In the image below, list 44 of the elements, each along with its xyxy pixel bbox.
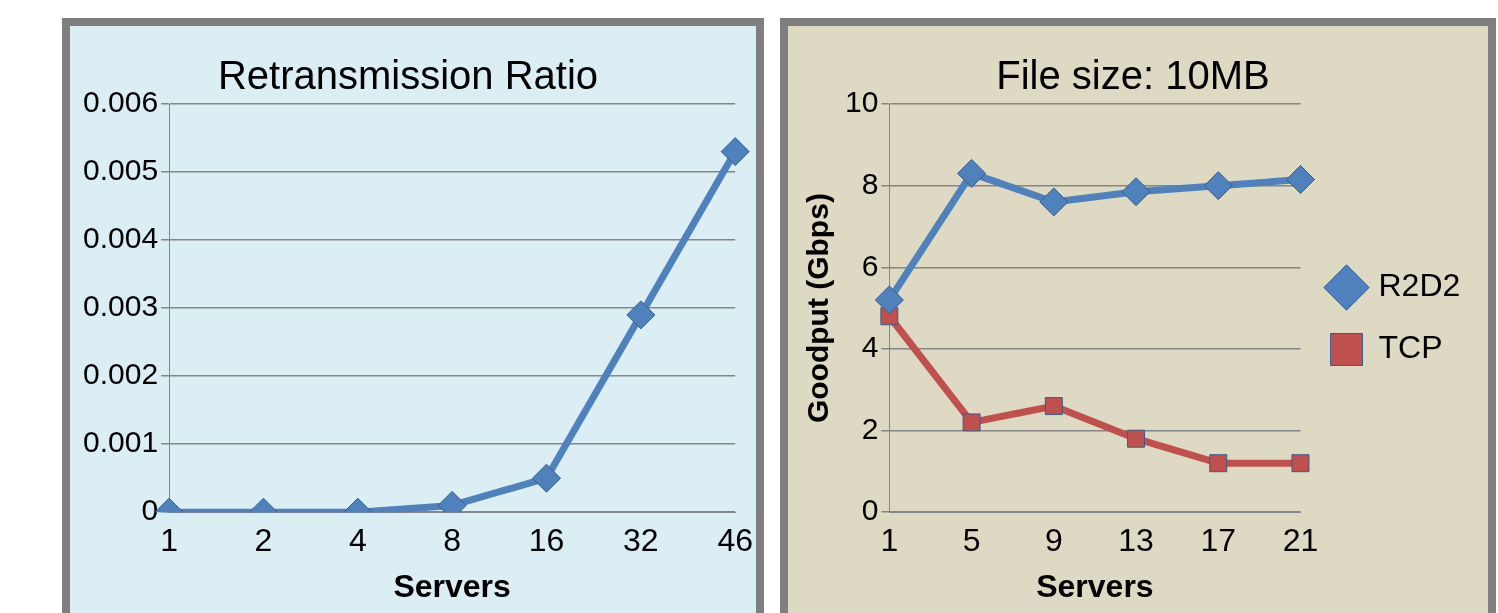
point bbox=[1127, 429, 1146, 448]
legend-label: TCP bbox=[1378, 329, 1443, 366]
x-tick-label: 32 bbox=[623, 522, 659, 559]
y-tick-label: 8 bbox=[861, 166, 879, 200]
x-tick-label: 1 bbox=[160, 522, 178, 559]
legend-label: R2D2 bbox=[1378, 267, 1461, 304]
y-tick-label: 0.005 bbox=[83, 153, 159, 187]
point bbox=[957, 158, 987, 188]
x-tick-label: 8 bbox=[443, 522, 462, 559]
x-tick-label: 5 bbox=[962, 522, 981, 559]
point bbox=[1209, 454, 1228, 473]
point bbox=[1286, 165, 1315, 195]
x-tick-label: 16 bbox=[528, 522, 565, 559]
point bbox=[962, 413, 981, 432]
point bbox=[1291, 454, 1310, 473]
y-axis-title: Goodput (Gbps) bbox=[801, 193, 835, 424]
x-tick-label: 46 bbox=[717, 522, 753, 559]
y-tick-label: 0.002 bbox=[83, 357, 159, 391]
y-tick-label: 6 bbox=[861, 248, 879, 282]
x-tick-label: 17 bbox=[1200, 522, 1237, 559]
y-tick-label: 0.001 bbox=[83, 425, 159, 459]
y-tick-label: 4 bbox=[861, 330, 879, 364]
chart-title: File size: 10MB bbox=[996, 53, 1270, 98]
y-tick-label: 10 bbox=[844, 85, 879, 119]
x-tick-label: 21 bbox=[1282, 522, 1319, 559]
x-tick-label: 4 bbox=[348, 522, 367, 559]
point bbox=[1039, 187, 1069, 217]
y-tick-label: 0.003 bbox=[83, 289, 159, 323]
x-axis-title: Servers bbox=[1036, 567, 1154, 604]
y-tick-label: 0 bbox=[141, 493, 159, 527]
point bbox=[1203, 171, 1233, 201]
y-tick-label: 0.004 bbox=[83, 221, 159, 255]
x-axis-title: Servers bbox=[393, 567, 511, 604]
x-tick-label: 1 bbox=[880, 522, 899, 559]
x-tick-label: 9 bbox=[1044, 522, 1063, 559]
x-tick-label: 13 bbox=[1118, 522, 1154, 559]
y-tick-label: 2 bbox=[861, 411, 879, 445]
point bbox=[874, 285, 904, 315]
point bbox=[1044, 397, 1063, 416]
y-tick-label: 0.006 bbox=[83, 85, 159, 119]
x-tick-label: 2 bbox=[254, 522, 273, 559]
point bbox=[1121, 177, 1151, 207]
y-tick-label: 0 bbox=[861, 493, 879, 527]
chart-title: Retransmission Ratio bbox=[217, 53, 599, 98]
